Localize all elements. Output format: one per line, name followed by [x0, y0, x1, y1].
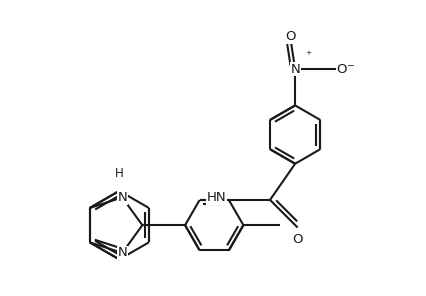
Text: HN: HN — [207, 191, 226, 204]
Text: N: N — [117, 191, 127, 204]
Text: N: N — [117, 246, 127, 259]
Text: $^+$: $^+$ — [304, 50, 313, 60]
Text: O: O — [292, 233, 303, 246]
Text: N: N — [290, 63, 300, 76]
Text: O$^{-}$: O$^{-}$ — [337, 63, 356, 76]
Text: O: O — [285, 30, 295, 43]
Text: H: H — [115, 167, 124, 180]
